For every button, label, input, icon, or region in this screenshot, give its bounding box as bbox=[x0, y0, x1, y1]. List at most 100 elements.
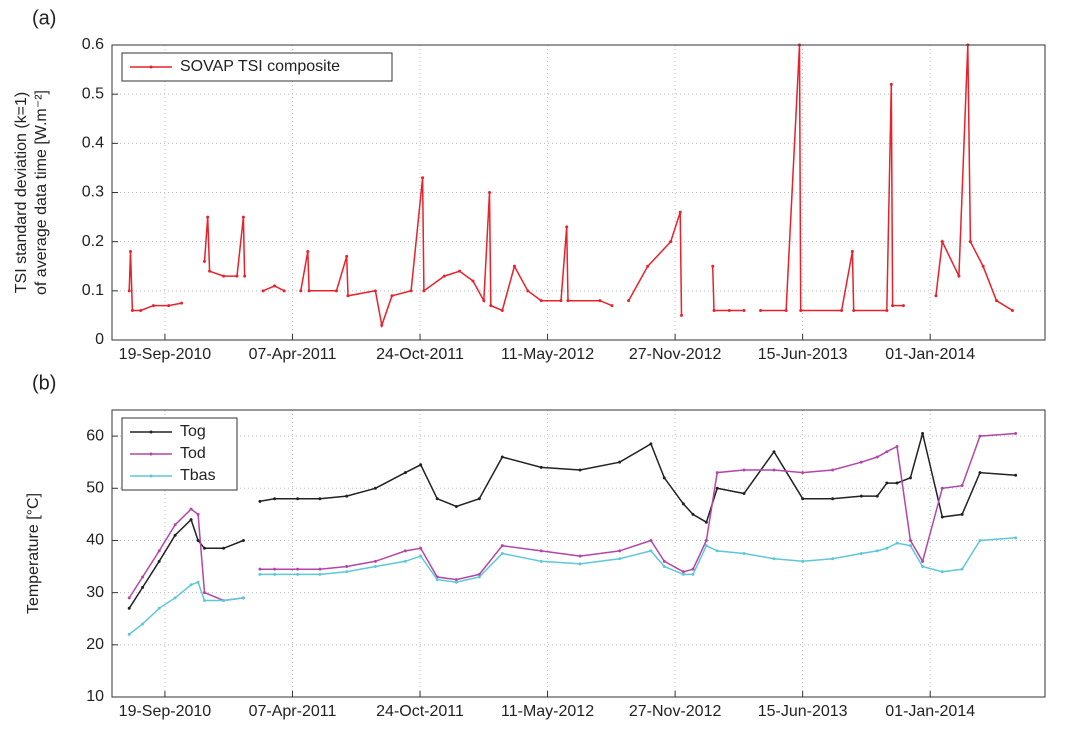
point bbox=[306, 250, 310, 253]
x-tick-label: 01-Jan-2014 bbox=[885, 346, 975, 363]
point bbox=[715, 549, 719, 553]
point bbox=[189, 507, 193, 511]
point bbox=[196, 580, 200, 584]
legend-label: Tod bbox=[180, 445, 206, 462]
point bbox=[141, 585, 145, 589]
point bbox=[489, 304, 493, 308]
legend-marker bbox=[149, 452, 153, 456]
point bbox=[566, 299, 570, 303]
point bbox=[715, 471, 719, 475]
legend-marker bbox=[149, 65, 153, 69]
point bbox=[273, 567, 277, 571]
point bbox=[727, 309, 731, 312]
point bbox=[662, 559, 666, 563]
point bbox=[978, 538, 982, 542]
point bbox=[704, 544, 708, 548]
y-tick-label: 60 bbox=[86, 427, 104, 444]
point bbox=[173, 596, 177, 600]
point bbox=[691, 512, 695, 516]
point bbox=[940, 515, 944, 519]
point bbox=[784, 309, 788, 312]
point bbox=[742, 309, 746, 312]
point bbox=[196, 538, 200, 542]
point bbox=[662, 476, 666, 480]
y-tick-label: 50 bbox=[86, 479, 104, 496]
point bbox=[908, 476, 912, 480]
point bbox=[189, 583, 193, 587]
point bbox=[852, 309, 856, 312]
point bbox=[715, 486, 719, 490]
x-tick-label: 19-Sep-2010 bbox=[119, 703, 212, 720]
point bbox=[345, 254, 349, 258]
point bbox=[678, 210, 682, 214]
point bbox=[859, 460, 863, 464]
point bbox=[895, 541, 899, 545]
point bbox=[273, 284, 277, 288]
point bbox=[968, 240, 972, 244]
y-tick-label: 0.2 bbox=[82, 233, 104, 250]
point bbox=[318, 567, 322, 571]
y-axis-label: of average data time [W.m⁻²] bbox=[33, 90, 50, 295]
x-tick-label: 15-Jun-2013 bbox=[758, 703, 848, 720]
y-tick-label: 0.1 bbox=[82, 282, 104, 299]
x-tick-label: 27-Nov-2012 bbox=[629, 346, 722, 363]
point bbox=[403, 549, 407, 553]
point bbox=[885, 481, 889, 485]
point bbox=[222, 598, 226, 602]
point bbox=[711, 264, 715, 268]
x-tick-label: 07-Apr-2011 bbox=[249, 703, 337, 720]
point bbox=[261, 289, 265, 293]
point bbox=[477, 575, 481, 579]
point bbox=[334, 289, 338, 293]
point bbox=[373, 559, 377, 563]
point bbox=[742, 552, 746, 555]
point bbox=[373, 565, 377, 569]
point bbox=[454, 580, 458, 584]
point bbox=[318, 497, 322, 501]
point bbox=[419, 463, 423, 467]
point bbox=[435, 578, 439, 582]
point bbox=[454, 578, 458, 582]
point bbox=[921, 431, 925, 435]
point bbox=[565, 225, 569, 229]
point bbox=[127, 289, 131, 293]
point bbox=[960, 484, 964, 488]
point bbox=[885, 309, 889, 312]
point bbox=[127, 632, 131, 636]
point bbox=[646, 264, 650, 268]
point bbox=[649, 538, 653, 542]
point bbox=[759, 309, 763, 312]
point bbox=[681, 502, 685, 506]
point bbox=[610, 304, 614, 308]
point bbox=[141, 622, 145, 626]
point bbox=[526, 289, 530, 293]
point bbox=[891, 304, 895, 308]
point bbox=[419, 554, 423, 558]
point bbox=[960, 512, 964, 516]
point bbox=[578, 554, 582, 558]
point bbox=[691, 567, 695, 571]
x-tick-label: 15-Jun-2013 bbox=[758, 346, 848, 363]
point bbox=[380, 323, 384, 327]
point bbox=[669, 240, 673, 244]
point bbox=[539, 465, 543, 469]
y-tick-label: 0.5 bbox=[82, 85, 104, 102]
point bbox=[141, 575, 145, 579]
point bbox=[235, 274, 239, 278]
point bbox=[258, 572, 262, 576]
point bbox=[662, 565, 666, 569]
point bbox=[895, 481, 899, 485]
point bbox=[681, 570, 685, 574]
point bbox=[618, 557, 622, 561]
point bbox=[772, 468, 776, 472]
panel-label: (a) bbox=[32, 7, 56, 29]
point bbox=[477, 572, 481, 576]
point bbox=[957, 274, 961, 278]
point bbox=[202, 591, 206, 595]
point bbox=[598, 299, 602, 303]
point bbox=[471, 279, 475, 283]
point bbox=[618, 460, 622, 464]
point bbox=[273, 572, 277, 576]
x-tick-label: 07-Apr-2011 bbox=[249, 346, 337, 363]
